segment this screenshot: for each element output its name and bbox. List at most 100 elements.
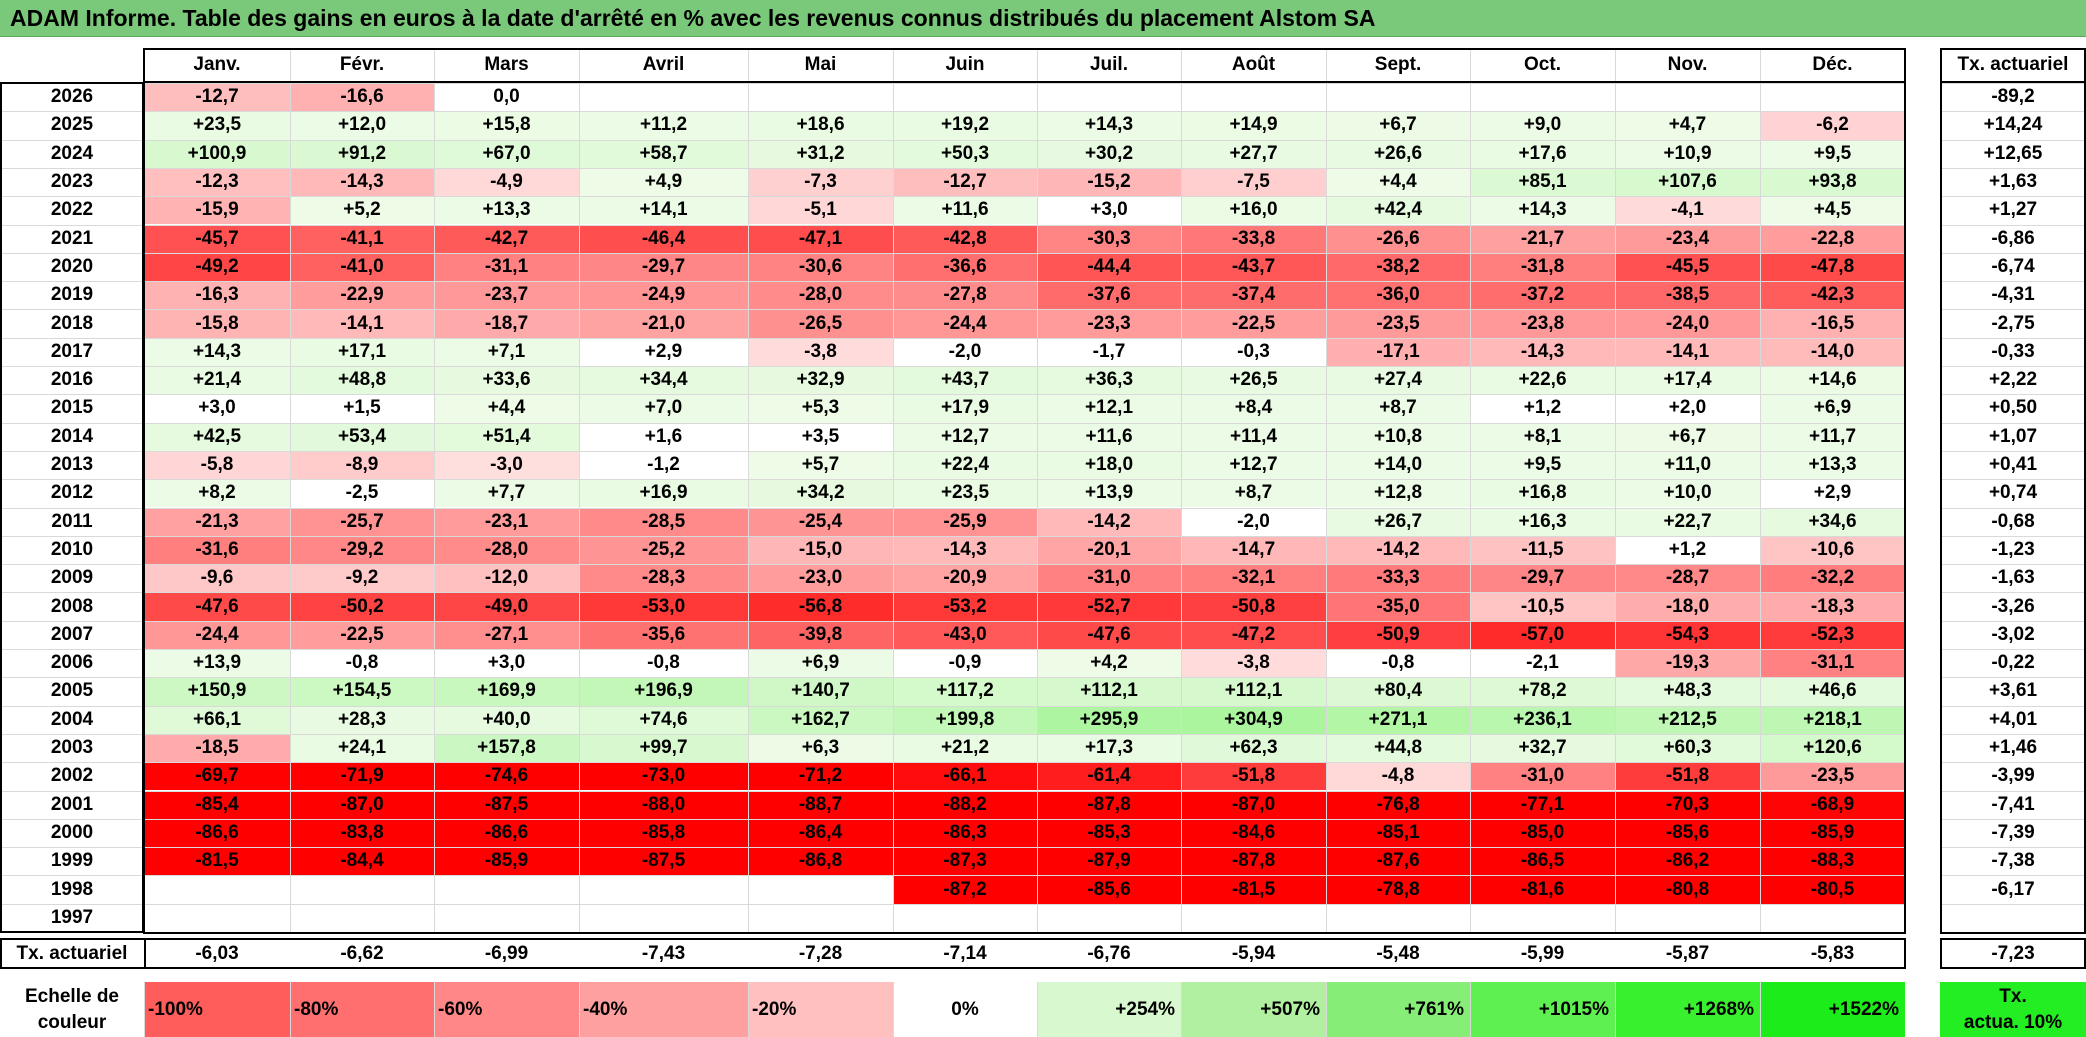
table-cell: -31,0 <box>1470 762 1615 791</box>
year-label: 2017 <box>50 340 94 362</box>
year-label: 1998 <box>50 878 94 900</box>
table-cell <box>290 875 434 903</box>
table-cell: -86,5 <box>1470 847 1615 876</box>
table-cell <box>748 83 893 111</box>
table-cell: +62,3 <box>1181 733 1326 763</box>
table-cell: +66,1 <box>144 705 290 734</box>
table-cell: -23,1 <box>434 507 579 536</box>
table-cell: +17,1 <box>290 337 434 366</box>
scale-stop: +507% <box>1181 982 1326 1037</box>
year-label: 1997 <box>50 906 94 928</box>
grid-line <box>0 252 1905 254</box>
table-cell: -10,6 <box>1760 535 1905 565</box>
table-cell: -28,5 <box>579 507 748 536</box>
table-cell: -25,7 <box>290 507 434 536</box>
scale-stop: +1522% <box>1760 982 1905 1037</box>
table-cell: -54,3 <box>1615 620 1760 649</box>
table-cell: +23,5 <box>144 111 290 140</box>
grid-line <box>1181 48 1182 932</box>
year-label: 2023 <box>50 171 94 193</box>
table-cell: -24,9 <box>579 281 748 310</box>
year-label: 2014 <box>50 425 94 447</box>
actuarial-rate: +0,74 <box>1988 482 2038 504</box>
table-cell: +10,0 <box>1615 479 1760 508</box>
table-cell: -19,3 <box>1615 649 1760 678</box>
table-cell: -14,2 <box>1326 535 1470 565</box>
actuarial-rate: -0,33 <box>1991 340 2035 362</box>
table-cell: +27,4 <box>1326 366 1470 395</box>
table-cell: +6,9 <box>748 649 893 678</box>
year-label: 2024 <box>50 142 94 164</box>
table-cell: -71,9 <box>290 762 434 791</box>
table-cell: -49,2 <box>144 252 290 282</box>
table-cell <box>1326 904 1470 932</box>
footer-value: -5,94 <box>1231 942 1276 964</box>
grid-line <box>0 790 1905 792</box>
actuarial-rate: -7,39 <box>1991 821 2035 843</box>
grid-line <box>0 224 1905 226</box>
table-cell: +19,2 <box>893 111 1037 140</box>
table-cell: -87,6 <box>1326 847 1470 876</box>
table-cell: +17,3 <box>1037 733 1181 763</box>
table-cell: +140,7 <box>748 677 893 706</box>
table-cell: -12,7 <box>893 167 1037 197</box>
table-cell: +9,0 <box>1470 111 1615 140</box>
table-cell: -50,2 <box>290 592 434 621</box>
table-cell: -80,8 <box>1615 875 1760 904</box>
table-cell: -23,4 <box>1615 224 1760 253</box>
table-cell: -12,7 <box>144 83 290 112</box>
month-header: Mars <box>484 53 529 75</box>
table-cell: -20,1 <box>1037 535 1181 565</box>
table-cell: -44,4 <box>1037 252 1181 282</box>
grid-line <box>1470 982 1471 1037</box>
year-label: 2012 <box>50 482 94 504</box>
table-cell: +74,6 <box>579 705 748 734</box>
table-cell: -33,8 <box>1181 224 1326 253</box>
year-label: 2015 <box>50 397 94 419</box>
table-cell: -77,1 <box>1470 790 1615 819</box>
table-cell: -28,3 <box>579 564 748 593</box>
table-cell: -30,3 <box>1037 224 1181 253</box>
grid-line <box>1326 982 1327 1037</box>
scale-label-line: Echelle de <box>25 985 119 1007</box>
grid-line <box>1326 48 1327 932</box>
grid-line <box>0 535 1905 537</box>
page-title: ADAM Informe. Table des gains en euros à… <box>0 0 2086 37</box>
table-cell: +22,7 <box>1615 507 1760 536</box>
table-cell: -33,3 <box>1326 564 1470 593</box>
table-cell: -21,0 <box>579 309 748 338</box>
table-cell: +1,5 <box>290 394 434 423</box>
scale-label: Echelle de couleur <box>0 982 144 1037</box>
grid-line <box>0 818 1905 820</box>
table-cell: -23,7 <box>434 281 579 310</box>
table-cell: +4,2 <box>1037 649 1181 678</box>
table-cell: -35,6 <box>579 620 748 649</box>
table-cell: -28,0 <box>434 535 579 565</box>
table-cell: -25,9 <box>893 507 1037 536</box>
actuarial-rate: -6,86 <box>1991 227 2035 249</box>
table-cell: -88,3 <box>1760 847 1905 876</box>
table-cell: +6,3 <box>748 733 893 763</box>
year-label: 1999 <box>50 850 94 872</box>
grid-line <box>1940 450 2086 452</box>
table-cell: +14,9 <box>1181 111 1326 140</box>
table-cell <box>144 904 290 932</box>
table-cell: +58,7 <box>579 139 748 168</box>
table-cell: +30,2 <box>1037 139 1181 168</box>
grid-line <box>0 450 1905 452</box>
table-cell: +212,5 <box>1615 705 1760 734</box>
table-cell: +18,6 <box>748 111 893 140</box>
table-cell: -18,3 <box>1760 592 1905 621</box>
actuarial-rate: +1,46 <box>1988 737 2038 759</box>
table-cell <box>144 875 290 903</box>
table-cell: +13,3 <box>1760 450 1905 480</box>
actuarial-rate: +1,63 <box>1988 171 2038 193</box>
grid-line <box>579 48 580 932</box>
table-cell: -42,7 <box>434 224 579 253</box>
table-cell: -85,6 <box>1615 818 1760 848</box>
table-cell: +16,3 <box>1470 507 1615 536</box>
table-cell: +34,2 <box>748 479 893 508</box>
grid-line <box>1940 366 2086 367</box>
grid-line <box>1940 281 2086 283</box>
table-cell: -4,1 <box>1615 196 1760 225</box>
